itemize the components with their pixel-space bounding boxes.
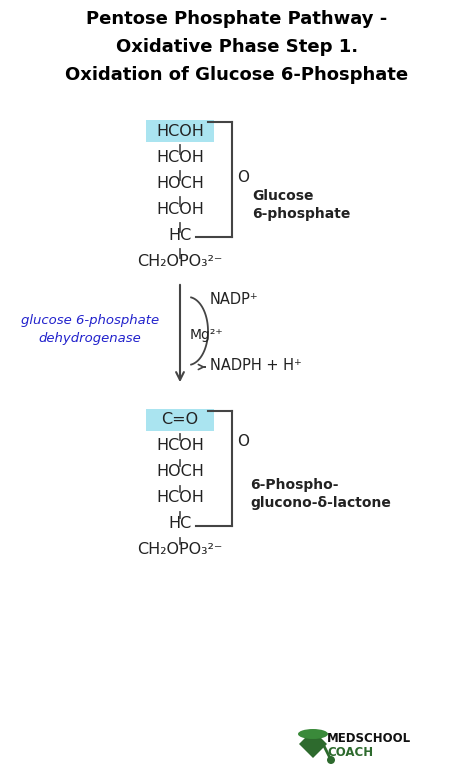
Text: HCOH: HCOH: [156, 201, 204, 216]
Text: HC: HC: [168, 227, 191, 242]
Text: HC: HC: [168, 516, 191, 532]
Text: Oxidation of Glucose 6-Phosphate: Oxidation of Glucose 6-Phosphate: [65, 66, 409, 84]
Text: HCOH: HCOH: [156, 123, 204, 138]
Text: HCOH: HCOH: [156, 438, 204, 454]
Text: HOCH: HOCH: [156, 176, 204, 191]
Text: MEDSCHOOL: MEDSCHOOL: [327, 732, 411, 744]
Text: NADPH + H⁺: NADPH + H⁺: [210, 358, 302, 373]
FancyBboxPatch shape: [146, 409, 214, 431]
Text: NADP⁺: NADP⁺: [210, 293, 259, 308]
Text: dehydrogenase: dehydrogenase: [38, 332, 141, 345]
Text: Oxidative Phase Step 1.: Oxidative Phase Step 1.: [116, 38, 358, 56]
Circle shape: [327, 756, 335, 764]
Polygon shape: [299, 730, 327, 758]
Ellipse shape: [298, 729, 328, 739]
Text: 6-Phospho-: 6-Phospho-: [250, 478, 338, 492]
Text: HOCH: HOCH: [156, 465, 204, 480]
Text: Pentose Phosphate Pathway -: Pentose Phosphate Pathway -: [86, 10, 388, 28]
Text: Glucose: Glucose: [252, 189, 313, 203]
Text: 6-phosphate: 6-phosphate: [252, 207, 350, 221]
Text: COACH: COACH: [327, 746, 373, 758]
Text: HCOH: HCOH: [156, 149, 204, 165]
FancyBboxPatch shape: [146, 120, 214, 142]
Text: Mg²⁺: Mg²⁺: [190, 327, 224, 341]
Text: O: O: [237, 433, 249, 448]
Text: HCOH: HCOH: [156, 490, 204, 505]
Text: CH₂OPO₃²⁻: CH₂OPO₃²⁻: [137, 543, 223, 558]
Text: C=O: C=O: [162, 412, 199, 427]
Text: O: O: [237, 170, 249, 186]
Text: glucono-δ-lactone: glucono-δ-lactone: [250, 496, 391, 510]
Text: CH₂OPO₃²⁻: CH₂OPO₃²⁻: [137, 254, 223, 269]
Text: glucose 6-phosphate: glucose 6-phosphate: [21, 314, 159, 327]
